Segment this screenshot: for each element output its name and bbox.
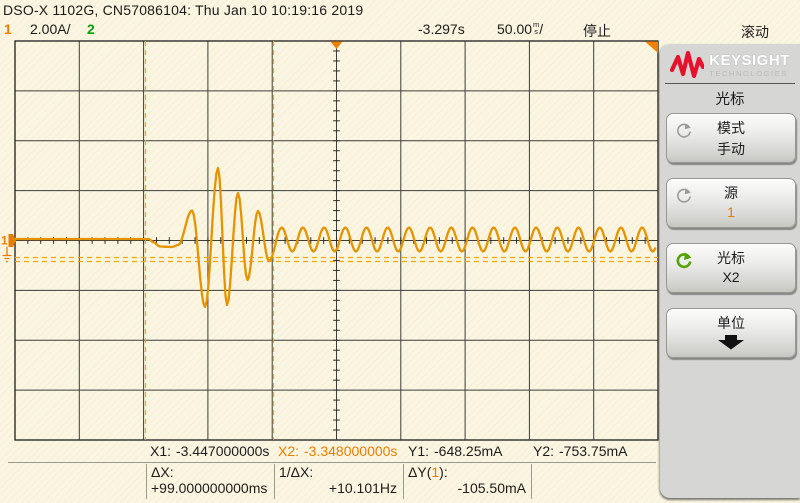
softkey-menu-panel: KEYSIGHT TECHNOLOGIES 光标 模式 手动 源 1 光标 X2…	[660, 44, 800, 498]
logo-brand-text: KEYSIGHT	[709, 51, 790, 69]
waveform-display: 1	[1, 40, 659, 441]
measure-cell-divider	[531, 464, 532, 499]
channel-1-ground-marker: 1	[1, 234, 16, 263]
measure-cell-divider	[274, 464, 275, 499]
readout-separator	[8, 462, 656, 463]
measure-cell-divider	[146, 464, 147, 499]
window-title: DSO-X 1102G, CN57086104: Thu Jan 10 10:1…	[3, 2, 364, 18]
softkey-source[interactable]: 源 1	[666, 178, 796, 228]
rotate-knob-icon	[674, 121, 694, 146]
softkey-value: 手动	[717, 141, 745, 157]
cursor-x2-readout: X2: -3.348000000s	[278, 443, 398, 459]
menu-title: 光标	[715, 92, 745, 108]
delta-y-label: ΔY(1):	[408, 464, 448, 480]
cursor-lines[interactable]	[15, 41, 658, 440]
cursor-y2-readout: Y2: -753.75mA	[533, 443, 628, 459]
delta-x-label: ΔX:	[151, 464, 174, 480]
softkey-cursor-select[interactable]: 光标 X2	[666, 243, 796, 293]
channel-1-badge: 1	[4, 21, 12, 37]
inverse-delta-x-label: 1/ΔX:	[279, 464, 314, 480]
menu-divider	[665, 83, 795, 84]
delta-y-value: -105.50mA	[457, 480, 526, 496]
softkey-value: X2	[722, 269, 740, 285]
svg-text:1: 1	[1, 234, 8, 248]
keysight-logo: KEYSIGHT TECHNOLOGIES	[660, 49, 800, 81]
softkey-label: 单位	[717, 315, 745, 331]
acquisition-state-label: 停止	[583, 23, 611, 39]
channel-1-trace	[13, 166, 657, 309]
inverse-delta-x-value: +10.101Hz	[328, 480, 397, 496]
softkey-units[interactable]: 单位	[666, 308, 796, 358]
timebase-scale: 50.00 m s /	[497, 21, 543, 37]
timebase-delay: -3.297s	[418, 21, 465, 37]
softkey-mode[interactable]: 模式 手动	[666, 113, 796, 163]
rotate-knob-active-icon	[674, 251, 694, 276]
channel-1-scale: 2.00A/	[30, 21, 71, 37]
horizontal-mode-label: 滚动	[741, 24, 769, 40]
timebase-value: 50.00	[497, 21, 533, 37]
measure-cell-divider	[403, 464, 404, 499]
timebase-suffix: /	[539, 21, 544, 37]
cursor-x1-readout: X1: -3.447000000s	[150, 443, 270, 459]
cursor-y1-readout: Y1: -648.25mA	[408, 443, 503, 459]
softkey-value: 1	[727, 204, 735, 220]
trigger-time-marker-icon	[330, 41, 343, 49]
overflow-corner-marker-icon	[645, 41, 658, 53]
softkey-label: 光标	[717, 250, 745, 266]
delta-x-value: +99.000000000ms	[151, 480, 268, 496]
channel-2-badge: 2	[87, 21, 95, 37]
softkey-label: 源	[724, 185, 738, 201]
logo-sub-text: TECHNOLOGIES	[709, 68, 788, 78]
keysight-spark-icon	[670, 50, 705, 79]
softkey-label: 模式	[717, 120, 745, 136]
arrow-down-icon	[667, 335, 795, 355]
graticule	[14, 40, 659, 441]
rotate-knob-icon	[674, 186, 694, 211]
